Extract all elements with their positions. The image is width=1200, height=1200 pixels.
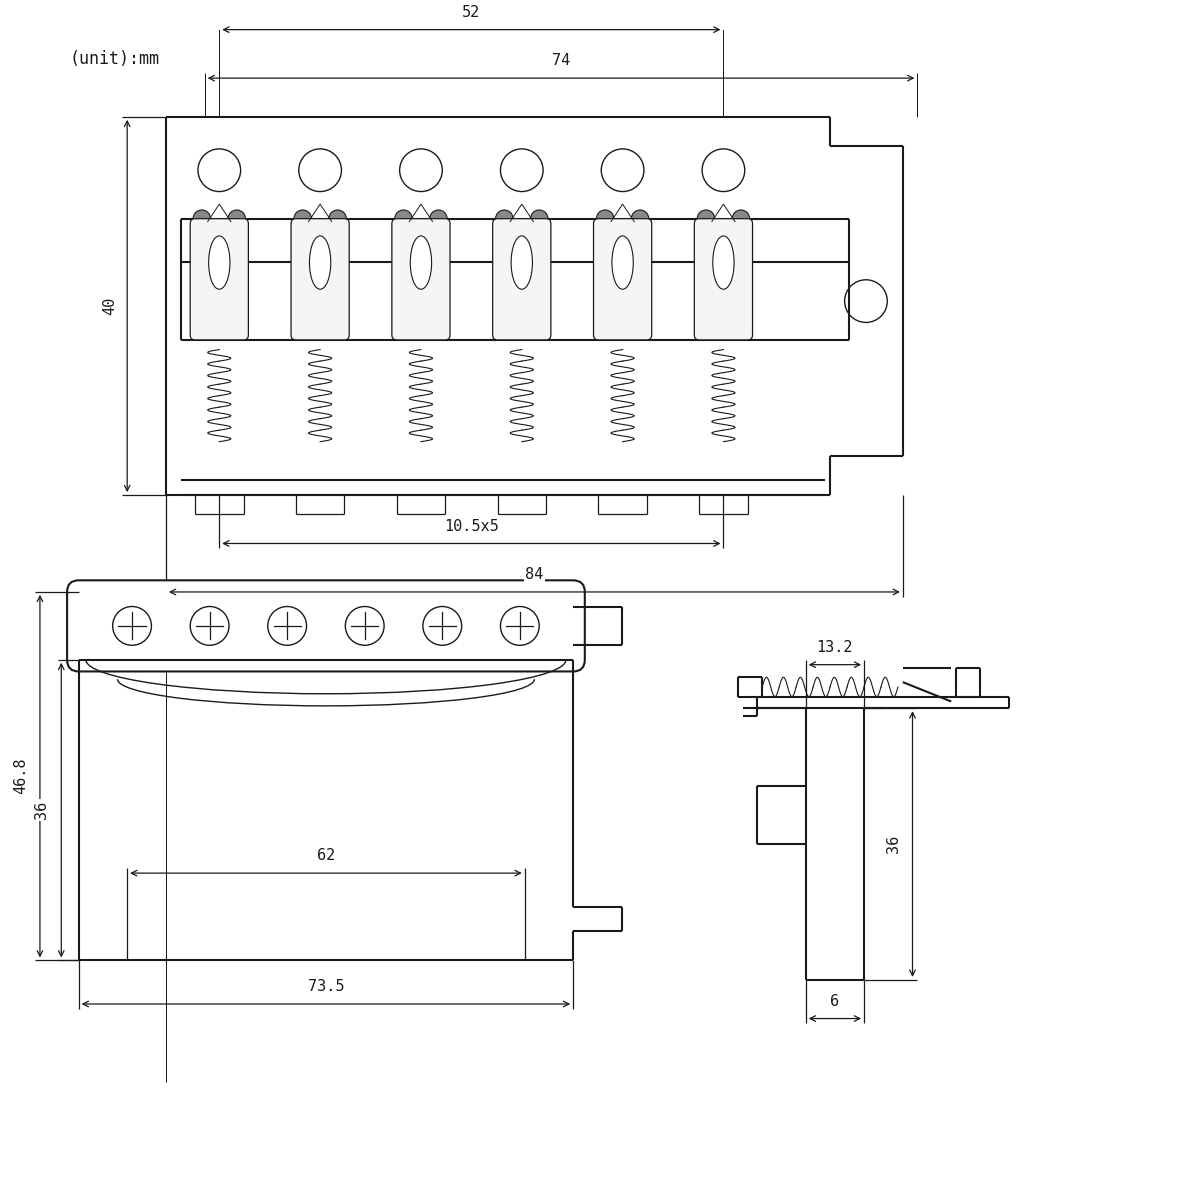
Ellipse shape — [511, 236, 533, 289]
FancyBboxPatch shape — [594, 218, 652, 340]
Ellipse shape — [310, 236, 331, 289]
FancyBboxPatch shape — [493, 218, 551, 340]
Text: 13.2: 13.2 — [817, 640, 853, 655]
Circle shape — [193, 210, 210, 228]
FancyBboxPatch shape — [191, 218, 248, 340]
Text: 36: 36 — [886, 835, 901, 853]
Circle shape — [496, 210, 514, 228]
Circle shape — [732, 210, 750, 228]
Text: 62: 62 — [317, 848, 335, 864]
Text: 73.5: 73.5 — [307, 979, 344, 995]
Text: 6: 6 — [830, 994, 840, 1009]
Ellipse shape — [713, 236, 734, 289]
Text: 46.8: 46.8 — [13, 758, 28, 794]
Circle shape — [530, 210, 548, 228]
Ellipse shape — [410, 236, 432, 289]
Circle shape — [631, 210, 649, 228]
Text: 84: 84 — [526, 568, 544, 582]
Text: 36: 36 — [35, 800, 49, 820]
Ellipse shape — [612, 236, 634, 289]
FancyBboxPatch shape — [67, 581, 584, 672]
Circle shape — [430, 210, 448, 228]
FancyBboxPatch shape — [695, 218, 752, 340]
FancyBboxPatch shape — [292, 218, 349, 340]
Circle shape — [329, 210, 347, 228]
Text: 52: 52 — [462, 5, 480, 20]
Text: 10.5x5: 10.5x5 — [444, 518, 499, 534]
Ellipse shape — [209, 236, 230, 289]
Circle shape — [294, 210, 311, 228]
Circle shape — [697, 210, 715, 228]
Text: 74: 74 — [552, 54, 570, 68]
Text: (unit):mm: (unit):mm — [70, 49, 160, 67]
Circle shape — [228, 210, 246, 228]
FancyBboxPatch shape — [392, 218, 450, 340]
Text: 40: 40 — [102, 296, 118, 316]
Circle shape — [596, 210, 614, 228]
Circle shape — [395, 210, 413, 228]
